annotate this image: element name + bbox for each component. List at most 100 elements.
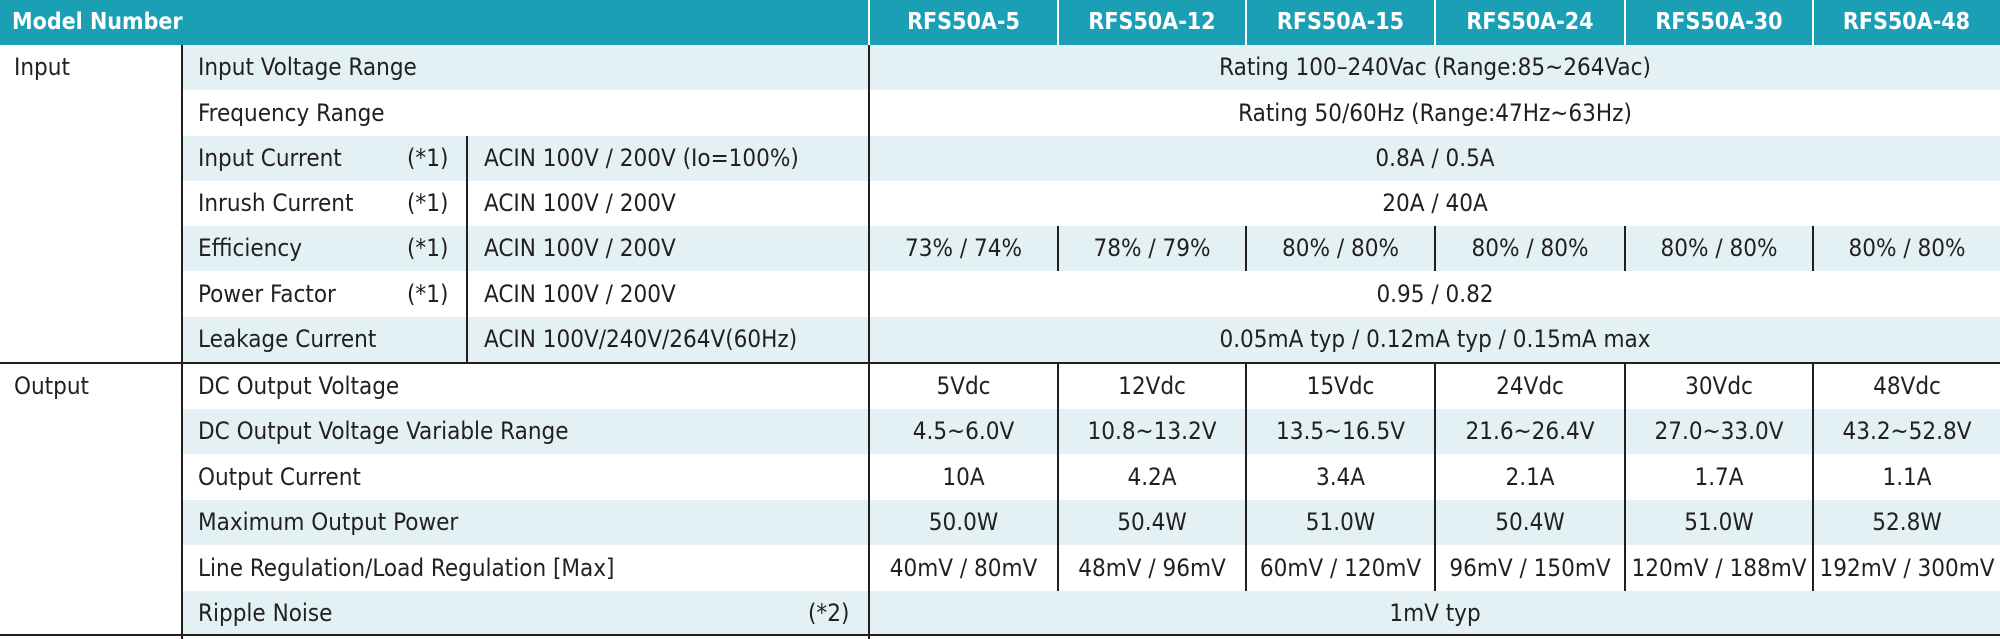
header-divider xyxy=(1812,0,1814,45)
cell-divider xyxy=(1057,364,1059,591)
cell-divider xyxy=(1624,226,1626,271)
row-stripe xyxy=(183,226,2000,271)
row-label-ripple-noise: Ripple Noise xyxy=(198,599,333,627)
value-regulation-rfs50a-12: 48mV / 96mV xyxy=(1078,554,1226,582)
value-regulation-rfs50a-5: 40mV / 80mV xyxy=(889,554,1038,582)
model-header-rfs50a-5: RFS50A-5 xyxy=(907,9,1020,35)
section-column-border xyxy=(181,45,183,639)
condition-column-border xyxy=(466,136,468,362)
row-label-variable-range: DC Output Voltage Variable Range xyxy=(198,417,569,445)
value-regulation-rfs50a-30: 120mV / 188mV xyxy=(1631,554,1807,582)
value-ripple-noise: 1mV typ xyxy=(1389,599,1481,627)
value-efficiency-rfs50a-24: 80% / 80% xyxy=(1471,234,1589,262)
value-max-output-power-rfs50a-15: 51.0W xyxy=(1305,508,1376,536)
cell-divider xyxy=(1057,226,1059,271)
value-regulation-rfs50a-24: 96mV / 150mV xyxy=(1449,554,1611,582)
section-label-input: Input xyxy=(14,53,70,81)
row-label-output-current: Output Current xyxy=(198,463,361,491)
row-label-dc-output-voltage: DC Output Voltage xyxy=(198,372,400,400)
value-variable-range-rfs50a-24: 21.6~26.4V xyxy=(1465,417,1595,445)
cell-divider xyxy=(1245,364,1247,591)
section-label-output: Output xyxy=(14,372,89,400)
model-header-rfs50a-30: RFS50A-30 xyxy=(1655,9,1783,35)
note-efficiency: (*1) xyxy=(407,234,449,262)
value-output-current-rfs50a-15: 3.4A xyxy=(1315,463,1366,491)
row-label-input-voltage-range: Input Voltage Range xyxy=(198,53,417,81)
row-stripe xyxy=(183,500,2000,545)
row-label-line-load-regulation: Line Regulation/Load Regulation [Max] xyxy=(198,554,615,582)
row-stripe xyxy=(183,136,2000,181)
condition-input-current: ACIN 100V / 200V (Io=100%) xyxy=(484,144,799,172)
value-power-factor: 0.95 / 0.82 xyxy=(1376,280,1494,308)
cell-divider xyxy=(1624,364,1626,591)
value-leakage-current: 0.05mA typ / 0.12mA typ / 0.15mA max xyxy=(1219,325,1651,353)
value-variable-range-rfs50a-30: 27.0~33.0V xyxy=(1654,417,1784,445)
value-column-border xyxy=(868,45,870,639)
cell-divider xyxy=(1812,364,1814,591)
note-input-current: (*1) xyxy=(407,144,449,172)
value-output-current-rfs50a-30: 1.7A xyxy=(1694,463,1744,491)
table-header: Model Number RFS50A-5 RFS50A-12 RFS50A-1… xyxy=(0,0,2000,45)
value-regulation-rfs50a-15: 60mV / 120mV xyxy=(1259,554,1422,582)
row-stripe xyxy=(183,317,2000,362)
section-divider xyxy=(0,362,2000,364)
condition-efficiency: ACIN 100V / 200V xyxy=(484,234,676,262)
value-frequency-range: Rating 50/60Hz (Range:47Hz~63Hz) xyxy=(1238,99,1632,127)
value-variable-range-rfs50a-15: 13.5~16.5V xyxy=(1276,417,1405,445)
cell-divider xyxy=(1812,226,1814,271)
note-power-factor: (*1) xyxy=(407,280,449,308)
note-inrush-current: (*1) xyxy=(407,189,449,217)
condition-power-factor: ACIN 100V / 200V xyxy=(484,280,676,308)
value-dc-output-voltage-rfs50a-5: 5Vdc xyxy=(936,372,991,400)
model-header-rfs50a-48: RFS50A-48 xyxy=(1842,9,1971,35)
row-label-power-factor: Power Factor xyxy=(198,280,336,308)
value-output-current-rfs50a-24: 2.1A xyxy=(1505,463,1555,491)
row-label-input-current: Input Current xyxy=(198,144,342,172)
header-divider xyxy=(1624,0,1626,45)
row-stripe xyxy=(183,45,2000,90)
value-efficiency-rfs50a-12: 78% / 79% xyxy=(1093,234,1211,262)
header-divider xyxy=(1057,0,1059,45)
value-dc-output-voltage-rfs50a-24: 24Vdc xyxy=(1496,372,1564,400)
cell-divider xyxy=(1245,226,1247,271)
value-dc-output-voltage-rfs50a-48: 48Vdc xyxy=(1873,372,1941,400)
row-stripe xyxy=(183,409,2000,454)
cell-divider xyxy=(1434,364,1436,591)
value-variable-range-rfs50a-12: 10.8~13.2V xyxy=(1087,417,1217,445)
cell-divider xyxy=(1434,226,1436,271)
value-dc-output-voltage-rfs50a-15: 15Vdc xyxy=(1306,372,1375,400)
model-header-rfs50a-24: RFS50A-24 xyxy=(1466,9,1594,35)
condition-inrush-current: ACIN 100V / 200V xyxy=(484,189,676,217)
value-efficiency-rfs50a-5: 73% / 74% xyxy=(905,234,1022,262)
value-max-output-power-rfs50a-5: 50.0W xyxy=(928,508,999,536)
row-label-max-output-power: Maximum Output Power xyxy=(198,508,459,536)
value-output-current-rfs50a-5: 10A xyxy=(942,463,985,491)
row-label-inrush-current: Inrush Current xyxy=(198,189,354,217)
row-label-efficiency: Efficiency xyxy=(198,234,303,262)
model-number-label: Model Number xyxy=(12,9,183,35)
bottom-border xyxy=(0,634,2000,636)
value-efficiency-rfs50a-48: 80% / 80% xyxy=(1848,234,1966,262)
row-label-frequency-range: Frequency Range xyxy=(198,99,385,127)
header-divider xyxy=(1434,0,1436,45)
header-divider xyxy=(1245,0,1247,45)
note-ripple-noise: (*2) xyxy=(808,599,850,627)
value-input-current: 0.8A / 0.5A xyxy=(1375,144,1495,172)
value-inrush-current: 20A / 40A xyxy=(1382,189,1488,217)
value-max-output-power-rfs50a-30: 51.0W xyxy=(1684,508,1754,536)
value-dc-output-voltage-rfs50a-30: 30Vdc xyxy=(1685,372,1753,400)
value-output-current-rfs50a-48: 1.1A xyxy=(1882,463,1932,491)
value-max-output-power-rfs50a-48: 52.8W xyxy=(1872,508,1942,536)
value-dc-output-voltage-rfs50a-12: 12Vdc xyxy=(1118,372,1186,400)
model-header-rfs50a-15: RFS50A-15 xyxy=(1276,9,1405,35)
model-header-rfs50a-12: RFS50A-12 xyxy=(1088,9,1216,35)
value-max-output-power-rfs50a-24: 50.4W xyxy=(1495,508,1565,536)
value-output-current-rfs50a-12: 4.2A xyxy=(1127,463,1177,491)
value-input-voltage-range: Rating 100–240Vac (Range:85~264Vac) xyxy=(1219,53,1651,81)
row-stripe xyxy=(183,591,2000,636)
condition-leakage-current: ACIN 100V/240V/264V(60Hz) xyxy=(484,325,798,353)
value-efficiency-rfs50a-15: 80% / 80% xyxy=(1282,234,1399,262)
value-variable-range-rfs50a-5: 4.5~6.0V xyxy=(912,417,1015,445)
header-divider xyxy=(868,0,870,45)
